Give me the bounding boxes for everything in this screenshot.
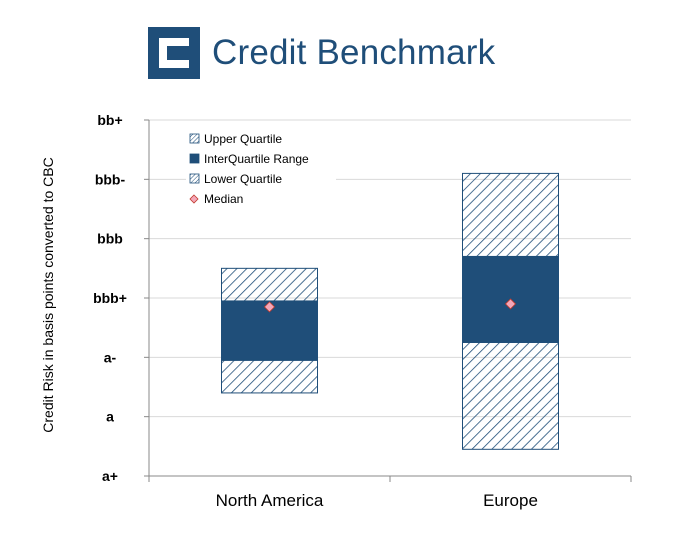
legend-label: Lower Quartile — [204, 172, 282, 186]
y-tick-label: bbb — [97, 231, 123, 247]
legend-label: Median — [204, 192, 243, 206]
brand-name: Credit Benchmark — [212, 33, 496, 72]
brand-logo: Credit Benchmark — [148, 26, 495, 80]
legend-swatch — [189, 194, 199, 204]
credit-benchmark-logo-icon — [148, 27, 200, 79]
legend-label: Upper Quartile — [204, 132, 282, 146]
x-category-label: North America — [216, 491, 324, 510]
legend-box — [186, 128, 336, 212]
x-category-label: Europe — [483, 491, 538, 510]
y-tick-label: bb+ — [97, 112, 122, 128]
legend-swatch — [189, 173, 200, 184]
median-marker — [263, 301, 276, 313]
y-tick-label: a+ — [102, 468, 118, 484]
legend-swatch — [189, 133, 200, 144]
bar-segment — [462, 172, 559, 257]
bar-segment — [462, 342, 559, 450]
y-tick-label: bbb+ — [93, 290, 127, 306]
bar-segment — [221, 267, 318, 302]
bar-segment — [221, 359, 318, 394]
y-tick-label: bbb- — [95, 171, 126, 187]
legend-label: InterQuartile Range — [204, 152, 309, 166]
median-marker — [504, 298, 517, 310]
legend-swatch — [189, 153, 200, 164]
y-axis-title: Credit Risk in basis points converted to… — [40, 157, 56, 432]
y-tick-label: a — [106, 409, 114, 425]
y-tick-label: a- — [104, 349, 117, 365]
